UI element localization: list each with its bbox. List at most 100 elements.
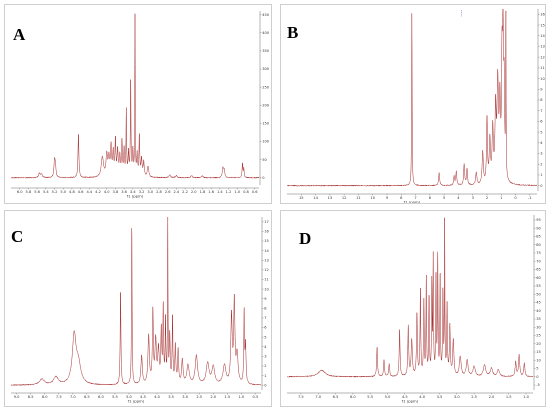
x-tick-label: 1.5 — [506, 395, 512, 399]
y-tick-label: 70 — [536, 259, 541, 263]
y-tick-label: 11 — [264, 278, 269, 282]
y-tick-label: 0 — [264, 383, 267, 387]
x-tick-label: 9.0 — [14, 395, 20, 399]
y-tick-label: 0 — [262, 176, 265, 180]
y-tick-label: 4 — [540, 141, 543, 145]
x-tick-label: 2.0 — [489, 395, 495, 399]
x-tick-label: 14 — [313, 196, 318, 200]
x-tick-label: 4.5 — [402, 395, 408, 399]
y-tick-label: 55 — [536, 284, 541, 288]
y-tick-label: 10 — [540, 77, 545, 81]
y-tick-label: 40 — [536, 309, 541, 313]
panel-b: 0 1 2 3 4 5 6 7 8 9 10 11 12 13 14 15 16 15 14 13 12 11 10 9 8 7 6… — [280, 4, 546, 204]
y-tick-label: 3 — [540, 152, 542, 156]
y-tick-label: 16 — [264, 230, 269, 234]
x-tick-label: 4.4 — [86, 190, 92, 194]
x-tick-label: 1.0 — [234, 190, 240, 194]
x-tick-label: 0 — [514, 196, 517, 200]
x-tick-label: 12 — [342, 196, 347, 200]
x-tick-label: 6.5 — [333, 395, 339, 399]
y-tick-label: 7 — [540, 109, 542, 113]
x-tick-label: 10 — [370, 196, 375, 200]
spectrum-trace — [10, 216, 262, 386]
x-tick-label: 2.4 — [173, 190, 179, 194]
y-tick-label: 100 — [262, 140, 270, 144]
y-tick-label: 1 — [264, 374, 266, 378]
x-tick-label: 4.0 — [104, 190, 110, 194]
y-tick-label: 4 — [264, 345, 267, 349]
y-tick-label: 12 — [264, 268, 269, 272]
y-tick-label: 5 — [540, 130, 542, 134]
y-tick-label: 16 — [540, 13, 545, 17]
y-tick-label: 14 — [264, 249, 269, 253]
x-tick-label: 8.5 — [28, 395, 34, 399]
x-tick-label: 6.0 — [98, 395, 104, 399]
y-tick-label: 450 — [262, 13, 270, 17]
x-tick-label: 15 — [299, 196, 304, 200]
y-tick-label: 150 — [262, 122, 270, 126]
x-tick-label: -1 — [528, 196, 532, 200]
y-tick-label: 0 — [536, 375, 539, 379]
x-tick-label: 1.6 — [208, 190, 214, 194]
x-tick-label: 5.0 — [385, 395, 391, 399]
x-tick-label: 7.5 — [56, 395, 62, 399]
y-tick-label: 30 — [536, 325, 541, 329]
y-tick-label: 12 — [540, 55, 545, 59]
x-tick-label: 11 — [356, 196, 361, 200]
x-tick-label: 0.5 — [253, 395, 259, 399]
x-tick-label: 5.4 — [43, 190, 49, 194]
y-tick-label: 400 — [262, 31, 270, 35]
y-tick-label: 10 — [264, 287, 269, 291]
y-tick-label: 8 — [264, 307, 267, 311]
x-axis-title: f1 (ppm) — [128, 399, 145, 404]
y-tick-label: 8 — [540, 98, 543, 102]
x-tick-label: 6 — [429, 196, 432, 200]
x-tick-label: 0.8 — [243, 190, 249, 194]
y-tick-label: 35 — [536, 317, 541, 321]
x-tick-label: 3.6 — [121, 190, 127, 194]
panel-c: 0 1 2 3 4 5 6 7 8 9 10 11 12 13 14 15 16 17 9.0 8.5 8.0 7.5 7.… — [4, 210, 272, 407]
x-tick-label: 1.5 — [224, 395, 230, 399]
x-tick-label: 4.6 — [78, 190, 84, 194]
x-tick-label: 6.0 — [350, 395, 356, 399]
y-tick-label: 60 — [536, 276, 541, 280]
x-tick-label: 1.4 — [217, 190, 223, 194]
x-tick-label: 3.0 — [182, 395, 188, 399]
x-axis-title: f1 (ppm) — [127, 194, 144, 199]
y-tick-label: 13 — [264, 258, 269, 262]
y-tick-label: 1 — [540, 173, 542, 177]
y-tick-label: 5 — [264, 335, 266, 339]
y-tick-label: 50 — [536, 292, 541, 296]
x-tick-label: 2.5 — [471, 395, 477, 399]
y-tick-label: 200 — [262, 103, 270, 107]
spectrum-plot-d: -5 0 5 10 15 20 25 30 35 40 45 50 55 60 65 70 75 80 85 90 95… — [286, 215, 541, 404]
x-tick-label: 7 — [414, 196, 416, 200]
y-tick-label: 250 — [262, 85, 270, 89]
y-tick-label: 13 — [540, 45, 545, 49]
y-tick-label: 75 — [536, 251, 541, 255]
x-tick-label: 3.4 — [130, 190, 136, 194]
x-tick-label: 2 — [486, 196, 488, 200]
x-tick-label: 3.0 — [454, 395, 460, 399]
x-tick-label: 2.2 — [182, 190, 188, 194]
x-tick-label: 1.0 — [238, 395, 244, 399]
x-tick-label: 2.8 — [156, 190, 162, 194]
x-tick-label: 7.0 — [315, 395, 321, 399]
x-tick-label: 5 — [443, 196, 445, 200]
y-tick-label: -5 — [536, 383, 540, 387]
x-tick-label: 1.2 — [226, 190, 232, 194]
x-tick-label: 3.2 — [139, 190, 145, 194]
y-tick-label: 11 — [540, 66, 545, 70]
y-tick-label: 17 — [264, 220, 269, 224]
y-tick-label: 6 — [540, 120, 543, 124]
panel-label-c: C — [11, 227, 24, 246]
x-tick-label: 4 — [457, 196, 460, 200]
y-tick-label: 20 — [536, 342, 541, 346]
x-tick-label: 4.8 — [69, 190, 75, 194]
x-tick-label: 5.5 — [112, 395, 118, 399]
x-tick-label: 1 — [500, 196, 502, 200]
x-tick-label: 7.0 — [70, 395, 76, 399]
y-tick-label: 14 — [540, 34, 545, 38]
y-tick-label: 80 — [536, 243, 541, 247]
